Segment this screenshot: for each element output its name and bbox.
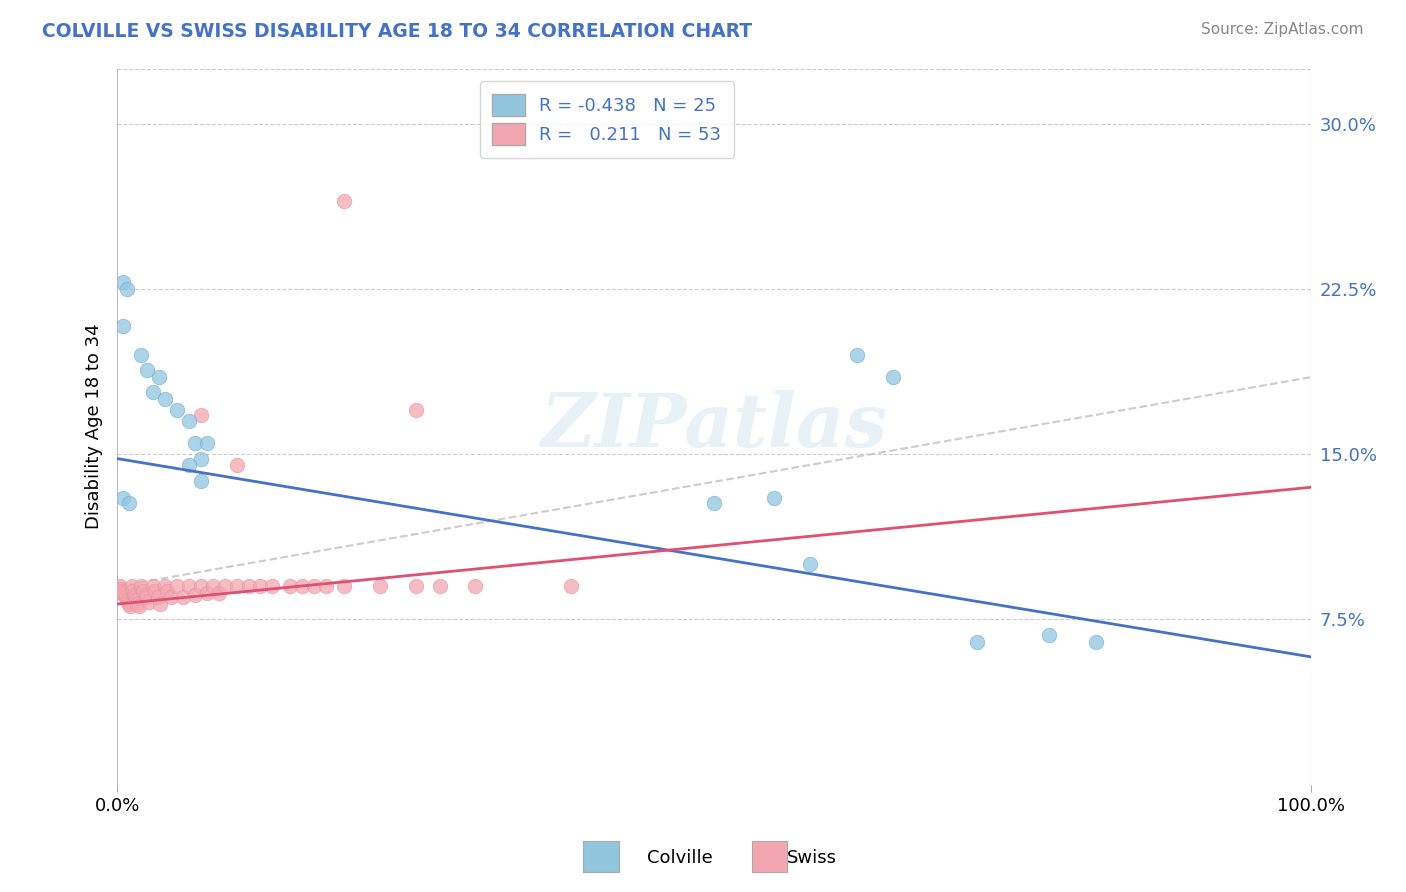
Point [135,588,157,602]
Point [132,583,155,598]
Point [368,579,391,593]
Point [166,579,188,593]
Text: Colville: Colville [647,849,713,867]
Point [142,579,165,593]
Point [882,370,904,384]
Point [118,496,141,510]
Point [464,579,486,593]
Point [120,599,142,614]
Point [112,319,135,334]
Point [142,385,165,400]
Point [136,591,159,605]
Point [112,275,135,289]
Point [703,496,725,510]
Point [225,579,247,593]
Point [315,579,337,593]
Point [190,451,212,466]
Point [129,579,152,593]
Point [177,458,200,473]
Point [111,583,134,598]
Point [112,586,135,600]
Point [156,583,179,598]
Point [262,579,284,593]
Point [560,579,582,593]
Point [146,591,169,605]
Point [846,348,869,362]
Point [112,588,135,602]
Point [115,592,138,607]
Point [108,579,131,593]
Point [124,591,146,605]
Point [149,597,172,611]
Point [128,599,150,614]
Point [117,595,139,609]
Point [184,588,207,602]
Text: ZIPatlas: ZIPatlas [541,391,887,463]
Text: Source: ZipAtlas.com: Source: ZipAtlas.com [1201,22,1364,37]
Point [291,579,314,593]
Y-axis label: Disability Age 18 to 34: Disability Age 18 to 34 [86,324,103,530]
Point [160,591,183,605]
Point [201,579,224,593]
Point [249,579,271,593]
Point [1085,634,1108,648]
Point [129,348,152,362]
Point [190,474,212,488]
Point [136,363,159,377]
Point [177,579,200,593]
Point [172,591,194,605]
Point [110,582,132,596]
Text: Swiss: Swiss [787,849,838,867]
Point [114,591,136,605]
Point [214,579,236,593]
Point [302,579,325,593]
Point [177,414,200,428]
Point [190,408,212,422]
Point [333,579,356,593]
Point [184,436,207,450]
Point [405,579,427,593]
Point [121,583,143,598]
Point [799,558,821,572]
Point [166,403,188,417]
Legend: R = -0.438   N = 25, R =   0.211   N = 53: R = -0.438 N = 25, R = 0.211 N = 53 [479,81,734,158]
Point [225,458,247,473]
Point [145,583,167,598]
Point [208,586,231,600]
Point [115,282,138,296]
Point [238,579,260,593]
Point [762,491,785,506]
Point [153,392,176,406]
Point [278,579,301,593]
Point [112,491,135,506]
Text: COLVILLE VS SWISS DISABILITY AGE 18 TO 34 CORRELATION CHART: COLVILLE VS SWISS DISABILITY AGE 18 TO 3… [42,22,752,41]
Point [122,588,145,602]
Point [148,370,170,384]
Point [405,403,427,417]
Point [121,579,143,593]
Point [190,579,212,593]
Point [1038,628,1060,642]
Point [195,436,218,450]
Point [125,592,148,607]
Point [333,194,356,208]
Point [966,634,988,648]
Point [429,579,451,593]
Point [195,586,218,600]
Point [138,595,160,609]
Point [153,579,176,593]
Point [127,597,149,611]
Point [118,597,141,611]
